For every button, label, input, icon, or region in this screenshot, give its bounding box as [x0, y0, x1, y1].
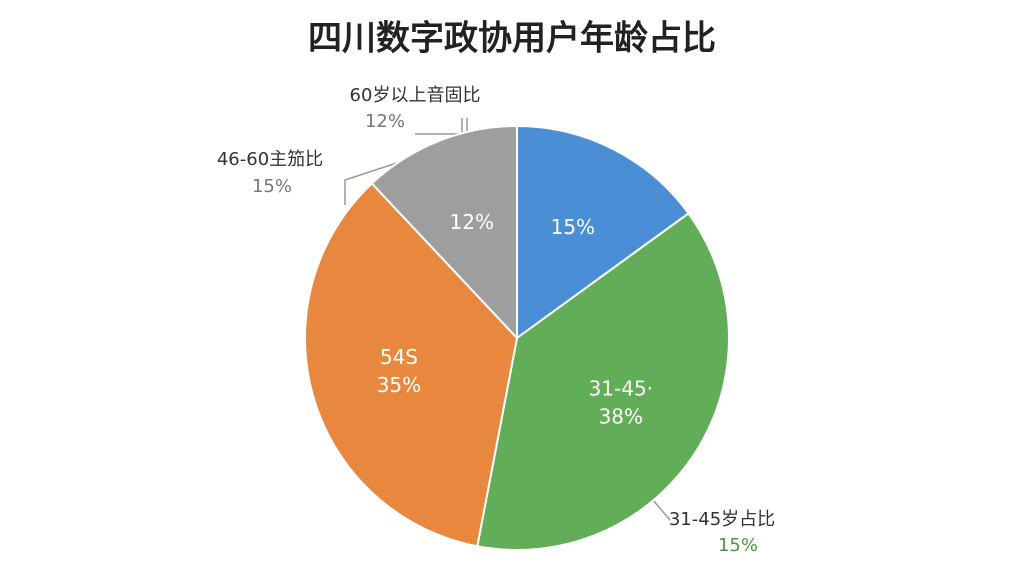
slice-category: 54S — [380, 345, 418, 369]
slice-value-label: 12% — [450, 210, 494, 234]
annotation-value: 15% — [252, 176, 292, 197]
leader-line — [344, 157, 413, 205]
pie-slice — [370, 124, 518, 341]
slice-value-label: 35% — [377, 373, 421, 397]
annotation-value: 15% — [718, 535, 758, 556]
annotation-label: 31-45岁占比 — [669, 509, 775, 530]
slice-value-label: 15% — [551, 215, 595, 239]
pie — [304, 124, 730, 551]
pie-slice — [476, 211, 730, 551]
pie-slice — [516, 124, 690, 340]
slice-category: 31-45· — [589, 376, 653, 400]
chart-title: 四川数字政协用户年龄占比 — [308, 19, 716, 59]
annotation-value: 12% — [365, 111, 405, 132]
slice-value-label: 38% — [599, 404, 643, 428]
annotation-label: 46-60主笳比 — [217, 149, 323, 170]
annotation-label: 60岁以上音固比 — [350, 85, 481, 106]
pie-slice — [304, 182, 519, 548]
